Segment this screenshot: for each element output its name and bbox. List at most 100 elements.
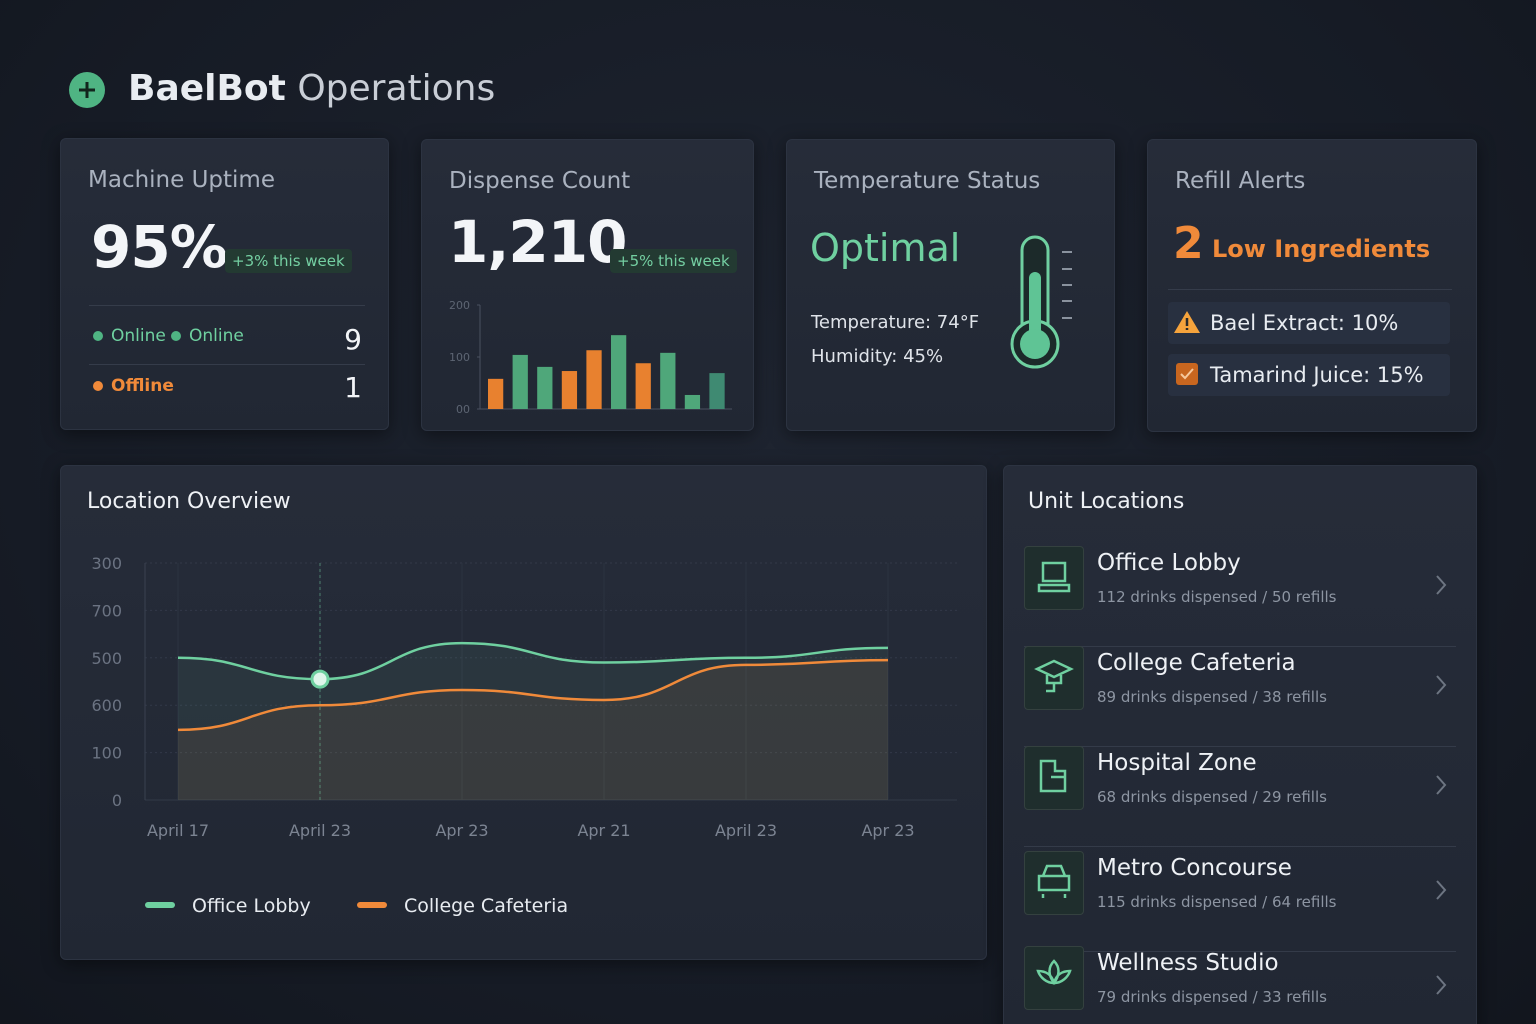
offline-count: 1: [344, 371, 362, 404]
refill-count: 2: [1173, 218, 1204, 269]
unit-name: Hospital Zone: [1097, 750, 1257, 776]
x-tick-label: Apr 23: [861, 821, 914, 840]
bar: [561, 371, 578, 409]
change-badge: +5% this week: [610, 249, 737, 273]
unit-detail: 115 drinks dispensed / 64 refills: [1097, 893, 1337, 911]
bar: [684, 394, 701, 409]
warning-icon: [1174, 311, 1200, 333]
temperature-status: Optimal: [810, 226, 961, 270]
y-tick-label: 0: [112, 791, 122, 810]
unit-row[interactable]: Office Lobby 112 drinks dispensed / 50 re…: [1024, 546, 1456, 647]
online-label: Online: [189, 326, 244, 346]
y-tick-label: 100: [449, 351, 470, 364]
alert-text: Bael Extract: 10%: [1210, 311, 1399, 335]
title: Operations: [297, 68, 496, 109]
card-title: Refill Alerts: [1175, 168, 1306, 194]
alert-row: Bael Extract: 10%: [1168, 302, 1450, 344]
y-tick-label: 500: [91, 649, 122, 668]
unit-name: Metro Concourse: [1097, 855, 1292, 881]
check-icon: [1176, 363, 1198, 385]
dispense-chart: 00 100 200: [449, 299, 732, 416]
x-tick-label: Apr 21: [577, 821, 630, 840]
unit-locations-card: Unit Locations Office Lobby 112 drinks di…: [1003, 465, 1477, 1024]
unit-row[interactable]: Wellness Studio 79 drinks dispensed / 33 …: [1024, 946, 1456, 1024]
refill-label: Low Ingredients: [1212, 235, 1431, 263]
divider: [89, 305, 365, 306]
unit-detail: 68 drinks dispensed / 29 refills: [1097, 788, 1327, 806]
chevron[interactable]: [1434, 974, 1448, 996]
divider: [89, 364, 365, 365]
card-title: Machine Uptime: [88, 167, 275, 193]
uptime-value: 95%: [91, 213, 228, 281]
bar: [488, 378, 504, 409]
offline-status: Offline: [93, 376, 174, 396]
alert-text: Tamarind Juice: 15%: [1210, 363, 1424, 387]
refill-card: Refill Alerts 2 Low Ingredients Bael Ext…: [1147, 139, 1477, 432]
y-tick-label: 600: [91, 696, 122, 715]
card-title: Location Overview: [87, 489, 291, 514]
legend-label: College Cafeteria: [404, 895, 568, 917]
online-status: Online: [171, 326, 244, 346]
online-status: Online: [93, 326, 166, 346]
app-title: BaelBot Operations: [128, 68, 495, 109]
unit-name: Office Lobby: [1097, 550, 1241, 576]
unit-icon: [1024, 851, 1084, 915]
unit-name: Wellness Studio: [1097, 950, 1279, 976]
bar: [512, 354, 528, 409]
card-title: Unit Locations: [1028, 489, 1185, 514]
chevron[interactable]: [1434, 674, 1448, 696]
line: [177, 658, 889, 732]
dispense-card: Dispense Count 1,210 +5% this week 00 100…: [421, 139, 754, 431]
highlight-point: [310, 669, 330, 689]
x-tick-label: April 17: [147, 821, 209, 840]
unit-row[interactable]: Metro Concourse 115 drinks dispensed / 64…: [1024, 851, 1456, 952]
line: [177, 641, 889, 681]
dispense-value: 1,210: [448, 208, 627, 276]
uptime-card: Machine Uptime 95% +3% this week Online …: [60, 138, 389, 430]
change-badge: +3% this week: [225, 249, 352, 273]
unit-detail: 112 drinks dispensed / 50 refills: [1097, 588, 1337, 606]
alert-row: Tamarind Juice: 15%: [1168, 354, 1450, 396]
unit-row[interactable]: College Cafeteria 89 drinks dispensed / 3…: [1024, 646, 1456, 747]
unit-row[interactable]: Hospital Zone 68 drinks dispensed / 29 re…: [1024, 746, 1456, 847]
card-title: Dispense Count: [449, 168, 631, 194]
unit-icon: [1024, 546, 1084, 610]
x-tick-label: April 23: [715, 821, 777, 840]
chevron[interactable]: [1434, 879, 1448, 901]
unit-detail: 89 drinks dispensed / 38 refills: [1097, 688, 1327, 706]
bar: [635, 363, 651, 409]
online-count: 9: [344, 323, 362, 356]
y-tick-label: 200: [449, 299, 470, 312]
y-tick-label: 300: [91, 554, 122, 573]
unit-icon: [1024, 646, 1084, 710]
humidity-reading: Humidity: 45%: [811, 346, 944, 367]
location-chart: 0 100 600 500 700 300 April 17 April 23 Apr 23 Ap…: [91, 554, 957, 917]
unit-name: College Cafeteria: [1097, 650, 1296, 676]
bar: [611, 335, 627, 409]
offline-label: Offline: [111, 376, 174, 396]
chevron[interactable]: [1434, 774, 1448, 796]
location-overview-card: Location Overview: [60, 465, 987, 960]
brand: BaelBot: [128, 68, 286, 109]
bar: [586, 350, 602, 409]
unit-detail: 79 drinks dispensed / 33 refills: [1097, 988, 1327, 1006]
chevron[interactable]: [1434, 574, 1448, 596]
thermometer-icon: [1010, 235, 1072, 369]
logo: [69, 72, 105, 108]
legend-label: Office Lobby: [192, 895, 311, 917]
bar: [660, 352, 676, 409]
x-tick-label: April 23: [289, 821, 351, 840]
card-title: Temperature Status: [814, 168, 1041, 194]
bar: [537, 366, 553, 409]
divider: [1168, 289, 1452, 290]
y-tick-label: 700: [91, 601, 122, 620]
x-tick-label: Apr 23: [435, 821, 488, 840]
temperature-reading: Temperature: 74°F: [811, 312, 980, 333]
online-label: Online: [111, 326, 166, 346]
bar: [709, 373, 725, 409]
area: [178, 660, 888, 800]
y-tick-label: 00: [456, 403, 470, 416]
unit-icon: [1024, 946, 1084, 1010]
temperature-card: Temperature Status Optimal Temperature: …: [786, 139, 1115, 431]
